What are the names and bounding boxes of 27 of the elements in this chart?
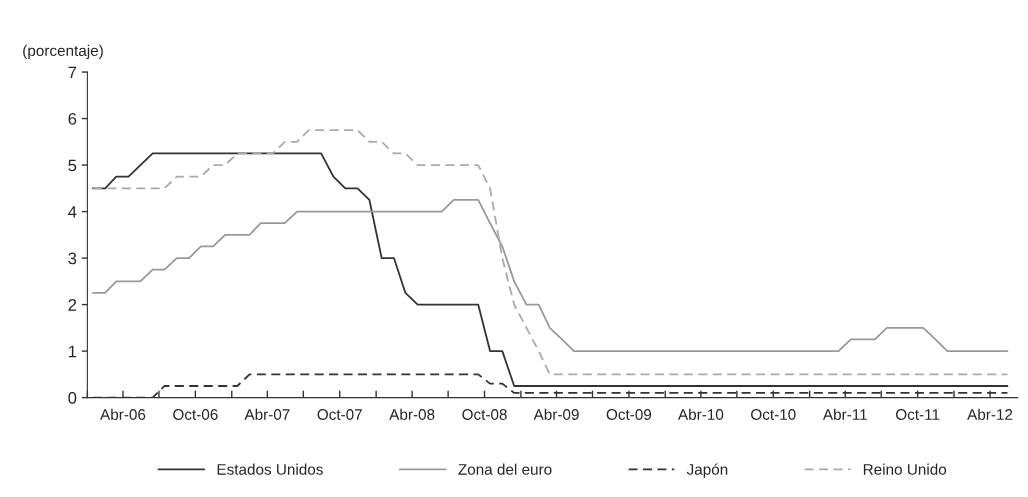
y-tick-label: 4 [68, 206, 77, 218]
line-series [92, 199, 1009, 353]
x-tick-label: Oct-09 [606, 409, 652, 420]
x-tick-label: Abr-08 [389, 408, 435, 420]
legend-label: Japón [686, 463, 728, 478]
x-tick-label: Abr-06 [100, 408, 146, 420]
x-tick-label: Abr-11 [822, 408, 867, 420]
x-tick-label: Oct-07 [317, 409, 362, 420]
x-tick-label: Oct-11 [896, 409, 940, 420]
x-tick-label: Abr-09 [533, 408, 579, 420]
y-axis-title: (porcentaje) [23, 44, 103, 60]
x-tick-label: Oct-10 [751, 409, 796, 420]
legend-label: Estados Unidos [217, 463, 323, 475]
x-tick-label: Oct-08 [462, 409, 507, 420]
y-tick-label: 6 [68, 112, 77, 125]
x-tick-label: Abr-10 [677, 408, 724, 420]
y-tick-label: 0 [68, 392, 77, 404]
legend-label: Reino Unido [863, 463, 947, 475]
x-tick-label: Abr-07 [244, 408, 290, 420]
y-tick-label: 2 [68, 298, 77, 311]
y-tick-label: 3 [68, 252, 77, 265]
x-tick-label: Oct-06 [173, 409, 218, 420]
y-tick-label: 7 [68, 66, 77, 79]
y-tick-label: 5 [68, 159, 77, 172]
legend-label: Zona del euro [458, 463, 552, 475]
x-tick-label: Abr-12 [967, 408, 1013, 420]
y-tick-label: 1 [68, 345, 77, 358]
